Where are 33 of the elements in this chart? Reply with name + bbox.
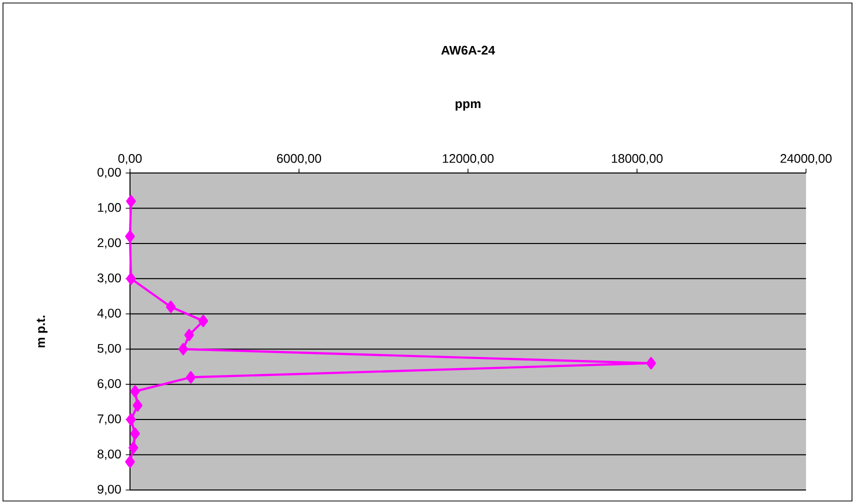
point [186, 371, 196, 384]
y-tick-label: 5,00 [98, 344, 121, 354]
point [132, 399, 142, 412]
y-axis-title: m p.t. [36, 316, 48, 348]
point [125, 456, 135, 468]
y-tick-label: 6,00 [98, 379, 121, 390]
y-tick-label: 7,00 [98, 414, 121, 425]
point [184, 328, 194, 342]
point [130, 428, 140, 440]
y-tick-label: 8,00 [98, 450, 121, 460]
x-tick-label: 24000,00 [780, 154, 832, 164]
x-axis-title: ppm [456, 101, 480, 111]
x-tick-label: 18000,00 [612, 154, 663, 164]
y-tick-label: 0,00 [98, 168, 121, 178]
y-tick-label: 1,00 [98, 203, 121, 214]
chart-title: AW6A-24 [441, 46, 496, 55]
point [178, 343, 188, 356]
point [125, 230, 135, 242]
y-tick-label: 3,00 [98, 273, 121, 284]
point [646, 357, 656, 370]
point [126, 413, 136, 426]
y-tick-label: 2,00 [98, 238, 121, 249]
x-tick-label: 6000,00 [277, 154, 322, 164]
x-tick-label: 0,00 [118, 154, 142, 164]
point [126, 272, 136, 285]
x-tick-label: 12000,00 [442, 154, 494, 164]
point [126, 195, 136, 208]
point [130, 385, 140, 398]
point [166, 300, 176, 313]
point [128, 442, 138, 454]
y-tick-label: 9,00 [98, 484, 121, 496]
point [198, 314, 208, 328]
y-tick-label: 4,00 [97, 308, 121, 320]
